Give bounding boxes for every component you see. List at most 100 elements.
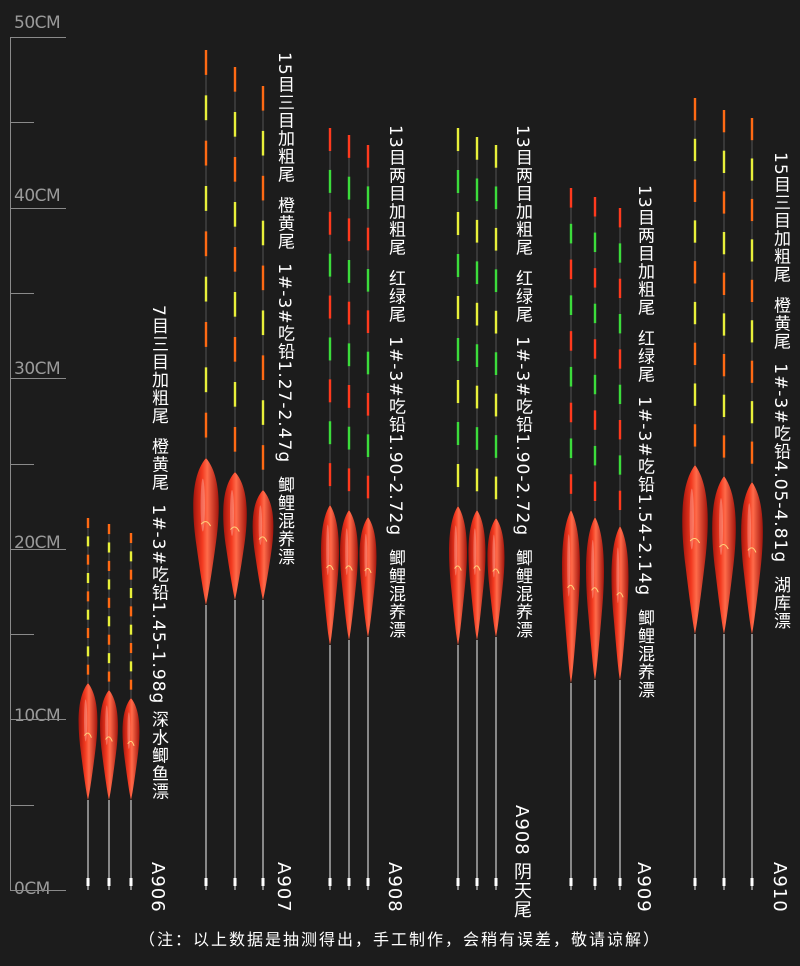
float-tail-segment — [86, 646, 90, 657]
float-tail-segment — [569, 223, 573, 244]
float-tail-gap — [495, 209, 497, 228]
float-tail-segment — [569, 259, 573, 280]
float-tail-gap — [87, 674, 89, 683]
model-a908: A908 — [384, 862, 405, 913]
float-illustration — [78, 50, 763, 890]
float-tail-gap — [723, 417, 725, 436]
float-tail-segment — [328, 253, 332, 277]
float-body-highlight — [84, 699, 88, 742]
float-stem-end — [475, 878, 479, 886]
float-tail-segment — [129, 606, 133, 617]
float-tail-gap — [262, 469, 264, 490]
float-tail-gap — [594, 287, 596, 304]
float-tail-segment — [569, 366, 573, 387]
float-body — [487, 518, 505, 637]
float-tail-segment — [722, 313, 726, 336]
float-tail-segment — [593, 197, 597, 217]
float-tail-gap — [87, 656, 89, 665]
float-tail-gap — [348, 366, 350, 385]
float-tail-segment — [618, 384, 622, 405]
float-tail-segment — [569, 474, 573, 494]
float-stem-end — [722, 878, 726, 886]
float-tail-segment — [328, 421, 332, 445]
float-tail-gap — [262, 380, 264, 401]
float-tail-segment — [593, 339, 597, 359]
float-body-highlight — [689, 488, 694, 550]
float-tail-gap — [570, 279, 572, 296]
float-tail-segment — [618, 349, 622, 369]
float-tail-gap — [476, 491, 478, 510]
float-tail-segment — [107, 671, 111, 682]
float-tail-gap — [723, 254, 725, 273]
float-tail-gap — [457, 487, 459, 506]
float-tail-segment — [328, 337, 332, 361]
float-logo-mark — [747, 547, 757, 553]
float-tail-segment — [107, 579, 111, 590]
float-logo-mark — [326, 564, 334, 571]
float-tail-gap — [130, 634, 132, 643]
float-tail-segment — [107, 653, 111, 664]
float-tail-segment — [261, 175, 265, 201]
float-tail-segment — [494, 227, 498, 251]
float-tail-segment — [204, 276, 208, 302]
float-tail-gap — [108, 552, 110, 561]
float-tail-gap — [367, 209, 369, 228]
float-stem-end — [328, 878, 332, 886]
float-tail-gap — [619, 333, 621, 350]
float-tail-segment — [328, 211, 332, 235]
float-tail-gap — [348, 157, 350, 177]
float-tail-gap — [262, 110, 264, 131]
float-body — [741, 482, 763, 634]
float-tail-segment — [347, 301, 351, 325]
float-tail-gap — [329, 192, 331, 212]
float-tail-gap — [234, 406, 236, 427]
float-body — [682, 465, 708, 634]
float-stem-end — [456, 878, 460, 886]
float-tail-segment — [475, 344, 479, 368]
float-tail-segment — [347, 176, 351, 200]
float-tail-segment — [750, 118, 754, 141]
float-tail-gap — [87, 583, 89, 592]
float-body-highlight — [105, 705, 109, 745]
float-tail-segment — [693, 261, 697, 284]
float-tail-segment — [750, 158, 754, 181]
float-tail-segment — [261, 400, 265, 425]
float-tail-gap — [751, 382, 753, 402]
float-logo-mark — [719, 544, 729, 550]
float-tail-gap — [108, 663, 110, 672]
float-tail-segment — [86, 554, 90, 565]
float-tail-gap — [108, 589, 110, 598]
float-tail-gap — [751, 463, 753, 482]
float-stem-end — [569, 878, 573, 886]
float-tail-segment — [233, 202, 237, 227]
float-logo-mark — [616, 592, 624, 598]
float-logo-mark — [689, 538, 701, 544]
float-logo-mark — [591, 587, 599, 593]
float-tail-segment — [204, 322, 208, 347]
float-tail-gap — [570, 350, 572, 367]
ruler-label-10cm: 10CM — [14, 706, 61, 726]
float-tail-gap — [329, 234, 331, 254]
float-tail-segment — [129, 551, 133, 562]
float-stem-end — [347, 878, 351, 886]
float-tail-segment — [569, 438, 573, 459]
float-logo-mark — [473, 565, 481, 571]
float-body — [223, 472, 247, 600]
float-tail-gap — [234, 181, 236, 202]
float-tail-segment — [86, 591, 90, 602]
float-tail-segment — [366, 434, 370, 458]
float-tail-segment — [475, 219, 479, 243]
float-tail-gap — [694, 324, 696, 343]
float-tail-gap — [694, 161, 696, 180]
float-tail-segment — [86, 536, 90, 547]
float-tail-segment — [204, 140, 208, 166]
footer-note: （注：以上数据是抽测得出，手工制作，会稍有误差，敬请谅解） — [138, 930, 661, 949]
float-tail-segment — [475, 137, 479, 160]
float-tail-gap — [751, 180, 753, 199]
float-logo-mark — [230, 526, 240, 532]
float-tail-gap — [234, 271, 236, 292]
float-tail-segment — [204, 50, 208, 75]
float-tail-segment — [693, 220, 697, 243]
float-tail-gap — [694, 201, 696, 221]
float-tail-segment — [750, 360, 754, 383]
